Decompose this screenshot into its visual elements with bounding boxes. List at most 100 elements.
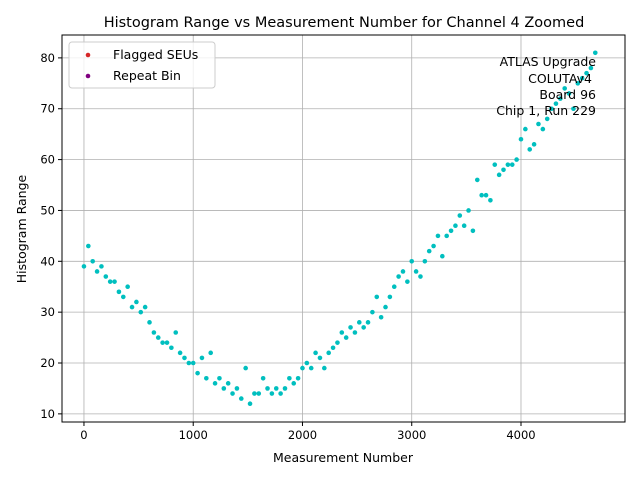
legend-label-repeat-bin: Repeat Bin [113,68,181,83]
data-point [348,325,353,330]
data-point [387,294,393,300]
data-point [361,325,366,330]
data-point [173,330,179,335]
data-point [155,335,161,340]
data-point [265,386,270,391]
data-point [199,355,205,361]
data-point [474,177,480,183]
data-point [383,304,388,310]
data-point [147,320,152,325]
data-point [221,386,227,391]
y-tick-label: 70 [40,102,55,116]
data-point [370,309,375,315]
x-tick-label: 3000 [397,428,426,442]
data-point [287,375,292,381]
data-point [457,213,463,218]
data-point [584,70,589,76]
data-point [440,253,445,259]
y-tick-label: 60 [40,153,55,167]
data-point [558,96,563,101]
data-point [396,274,401,279]
annotation-line: Board 96 [539,87,596,102]
y-tick-label: 20 [40,356,55,370]
data-point [138,309,144,315]
data-point [509,162,515,167]
data-point [352,330,358,335]
legend-marker-flagged-seus [85,52,91,58]
legend-label-flagged-seus: Flagged SEUs [113,47,198,62]
data-point [238,396,244,401]
data-point [470,228,476,234]
data-point [94,269,100,274]
annotation: ATLAS Upgrade COLUTAv4 Board 96 Chip 1, … [496,54,596,118]
data-point [169,345,174,351]
data-point [313,350,318,356]
data-point [365,320,371,325]
data-point [282,386,288,391]
data-point [479,192,484,198]
data-point [549,106,554,112]
data-point [544,116,550,122]
data-point [335,340,340,345]
y-tick-label: 40 [40,254,55,268]
data-point [374,294,380,300]
data-point [234,386,240,391]
data-point [273,386,279,391]
data-point [326,350,331,356]
data-point [413,269,419,274]
data-point [99,264,104,269]
data-point [204,375,209,381]
data-point [536,121,541,127]
data-point [225,381,231,386]
legend: Flagged SEUs Repeat Bin [68,41,216,89]
data-point [409,259,415,264]
data-point [295,375,301,381]
x-tick-label: 0 [80,428,87,442]
data-point [308,365,314,371]
data-point [212,381,218,386]
data-point [252,391,257,396]
data-point [125,284,130,290]
data-point [588,65,594,71]
data-point [151,330,157,335]
data-point [164,340,170,345]
data-point [343,335,349,340]
data-point [562,86,567,91]
data-point [300,365,305,371]
y-axis-label: Histogram Range [14,174,29,283]
data-point [523,126,528,132]
data-point [186,360,192,366]
data-point [579,75,585,81]
data-point [566,91,572,96]
data-point [422,259,428,264]
data-point [217,375,222,381]
data-point [426,248,432,254]
data-point [134,299,139,305]
data-point [391,284,397,290]
data-point [501,167,506,173]
data-point [317,355,323,361]
data-point [90,259,96,264]
y-tick-label: 10 [40,407,55,421]
legend-box [68,41,216,89]
data-point [378,314,384,320]
data-point [356,320,362,325]
data-point [571,106,576,112]
data-point [488,197,493,203]
plot-frame [61,34,626,423]
data-point [120,294,126,300]
data-point [256,391,262,396]
data-point [505,162,511,167]
data-point [81,264,87,269]
annotation-line: COLUTAv4 [528,71,592,86]
data-point [466,208,471,213]
data-points [81,50,598,406]
data-point [230,391,235,396]
data-point [304,360,310,366]
data-point [540,126,546,132]
x-tick-label: 2000 [288,428,317,442]
data-point [575,81,581,86]
data-point [435,233,441,239]
annotation-line: Chip 1, Run 229 [496,103,596,118]
